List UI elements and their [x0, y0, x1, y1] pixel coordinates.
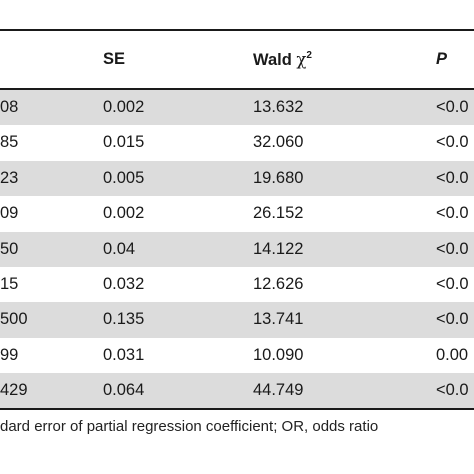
- cell-wald: 14.122: [253, 239, 304, 258]
- header-se: SE: [103, 50, 126, 68]
- cell-p: <0.0: [436, 274, 469, 293]
- cell-se: 0.002: [103, 98, 145, 116]
- table-row: 85 0.015 32.060 <0.0: [0, 125, 474, 160]
- cell-se: 0.005: [103, 168, 145, 187]
- table-row: 99 0.031 10.090 0.00: [0, 338, 474, 373]
- table-footnote: dard error of partial regression coeffic…: [0, 418, 379, 435]
- cell-se: 0.135: [103, 310, 145, 329]
- table-bottom-rule: [0, 408, 474, 410]
- cell-se: 0.064: [103, 381, 145, 400]
- cell-wald: 12.626: [253, 274, 304, 293]
- cell-first: 50: [0, 239, 19, 258]
- header-wald-sup: 2: [306, 49, 312, 61]
- header-wald-chi: χ: [296, 50, 307, 69]
- table-header-rule: [0, 88, 474, 90]
- cell-wald: 32.060: [253, 133, 304, 152]
- cell-wald: 44.749: [253, 381, 304, 400]
- cell-first: 500: [0, 310, 28, 329]
- table-row: 15 0.032 12.626 <0.0: [0, 267, 474, 302]
- cell-p: 0.00: [436, 345, 469, 364]
- cell-wald: 19.680: [253, 168, 304, 187]
- cell-p: <0.0: [436, 381, 469, 400]
- cell-se: 0.015: [103, 133, 145, 152]
- cell-se: 0.031: [103, 345, 145, 364]
- cell-first: 09: [0, 204, 19, 223]
- cell-first: 99: [0, 345, 19, 364]
- cell-first: 23: [0, 168, 19, 187]
- table-top-rule: [0, 29, 474, 31]
- table-body: 08 0.002 13.632 <0.0 85 0.015 32.060 <0.0 23 0.00…: [0, 90, 474, 409]
- cell-first: 15: [0, 274, 19, 293]
- cell-first: 429: [0, 381, 28, 400]
- table-row: 500 0.135 13.741 <0.0: [0, 302, 474, 338]
- cell-wald: 13.741: [253, 310, 304, 329]
- cell-se: 0.04: [103, 239, 136, 258]
- header-wald: Wald χ2: [253, 31, 312, 88]
- table-row: 09 0.002 26.152 <0.0: [0, 196, 474, 231]
- header-p: P: [436, 50, 448, 68]
- header-wald-label: Wald: [253, 51, 297, 69]
- cell-p: <0.0: [436, 204, 469, 223]
- cell-p: <0.0: [436, 239, 469, 258]
- cell-first: 85: [0, 133, 19, 152]
- cell-se: 0.032: [103, 274, 145, 293]
- table-row: 50 0.04 14.122 <0.0: [0, 231, 474, 267]
- cell-p: <0.0: [436, 133, 469, 152]
- cell-wald: 13.632: [253, 98, 304, 116]
- table-header: SE Wald χ2 P: [0, 31, 474, 88]
- cell-p: <0.0: [436, 98, 469, 116]
- cell-first: 08: [0, 98, 19, 116]
- cell-p: <0.0: [436, 310, 469, 329]
- cell-se: 0.002: [103, 204, 145, 223]
- cell-wald: 26.152: [253, 204, 304, 223]
- cell-wald: 10.090: [253, 345, 304, 364]
- table-row: 23 0.005 19.680 <0.0: [0, 160, 474, 197]
- cell-p: <0.0: [436, 168, 469, 187]
- table-row: 08 0.002 13.632 <0.0: [0, 90, 474, 126]
- table-row: 429 0.064 44.749 <0.0: [0, 373, 474, 409]
